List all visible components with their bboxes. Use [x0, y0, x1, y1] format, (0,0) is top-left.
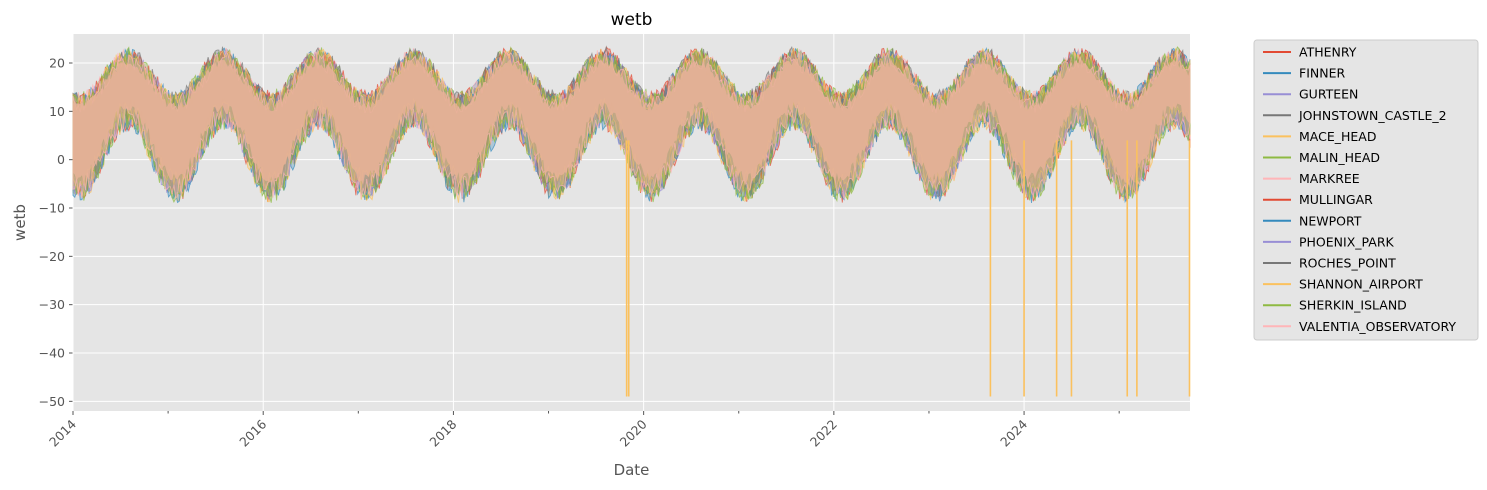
legend: ATHENRY FINNER GURTEEN JOHNSTOWN_CASTLE_2 MA…	[1253, 39, 1479, 341]
x-tick-label: 2018	[426, 416, 459, 449]
chart-title: wetb	[611, 10, 653, 30]
legend-entry: MULLINGAR	[1299, 192, 1373, 207]
y-tick-label: −10	[39, 201, 65, 216]
x-tick-label: 2014	[46, 416, 79, 449]
y-tick-labels: 20 10 0 −10 −20 −30 −40 −50	[39, 56, 65, 409]
legend-entry: MACE_HEAD	[1299, 129, 1376, 144]
legend-entry: NEWPORT	[1299, 213, 1362, 228]
legend-entry: VALENTIA_OBSERVATORY	[1299, 319, 1456, 334]
y-tick-label: −20	[39, 249, 65, 264]
series-overlay	[73, 58, 1190, 186]
legend-box	[1253, 39, 1479, 341]
series-lines	[72, 45, 1191, 204]
y-tick-label: −50	[39, 394, 65, 409]
x-tick-label: 2020	[617, 416, 650, 449]
y-axis-label: wetb	[11, 204, 29, 241]
y-tick-label: 10	[49, 104, 65, 119]
x-tick-label: 2016	[236, 416, 269, 449]
x-axis-label: Date	[614, 461, 650, 479]
legend-entry: GURTEEN	[1299, 87, 1358, 102]
x-tick-label: 2022	[807, 417, 840, 450]
legend-entry: ROCHES_POINT	[1299, 256, 1396, 271]
spike-lines	[625, 140, 1191, 397]
legend-entry: JOHNSTOWN_CASTLE_2	[1298, 108, 1447, 123]
legend-entry: PHOENIX_PARK	[1299, 234, 1394, 249]
legend-entry: SHANNON_AIRPORT	[1299, 277, 1423, 292]
y-tick-label: −40	[39, 346, 65, 361]
x-tick-labels: 2014 2016 2018 2020 2022 2024	[46, 416, 1030, 449]
y-tick-label: −30	[39, 297, 65, 312]
y-tick-label: 0	[57, 152, 65, 167]
y-tick-label: 20	[49, 56, 65, 71]
legend-entry: FINNER	[1299, 66, 1345, 81]
legend-entry: SHERKIN_ISLAND	[1299, 298, 1407, 313]
legend-entry: ATHENRY	[1299, 45, 1357, 60]
x-tick-label: 2024	[997, 416, 1030, 449]
legend-entry: MALIN_HEAD	[1299, 150, 1380, 165]
legend-entry: MARKREE	[1299, 171, 1360, 186]
